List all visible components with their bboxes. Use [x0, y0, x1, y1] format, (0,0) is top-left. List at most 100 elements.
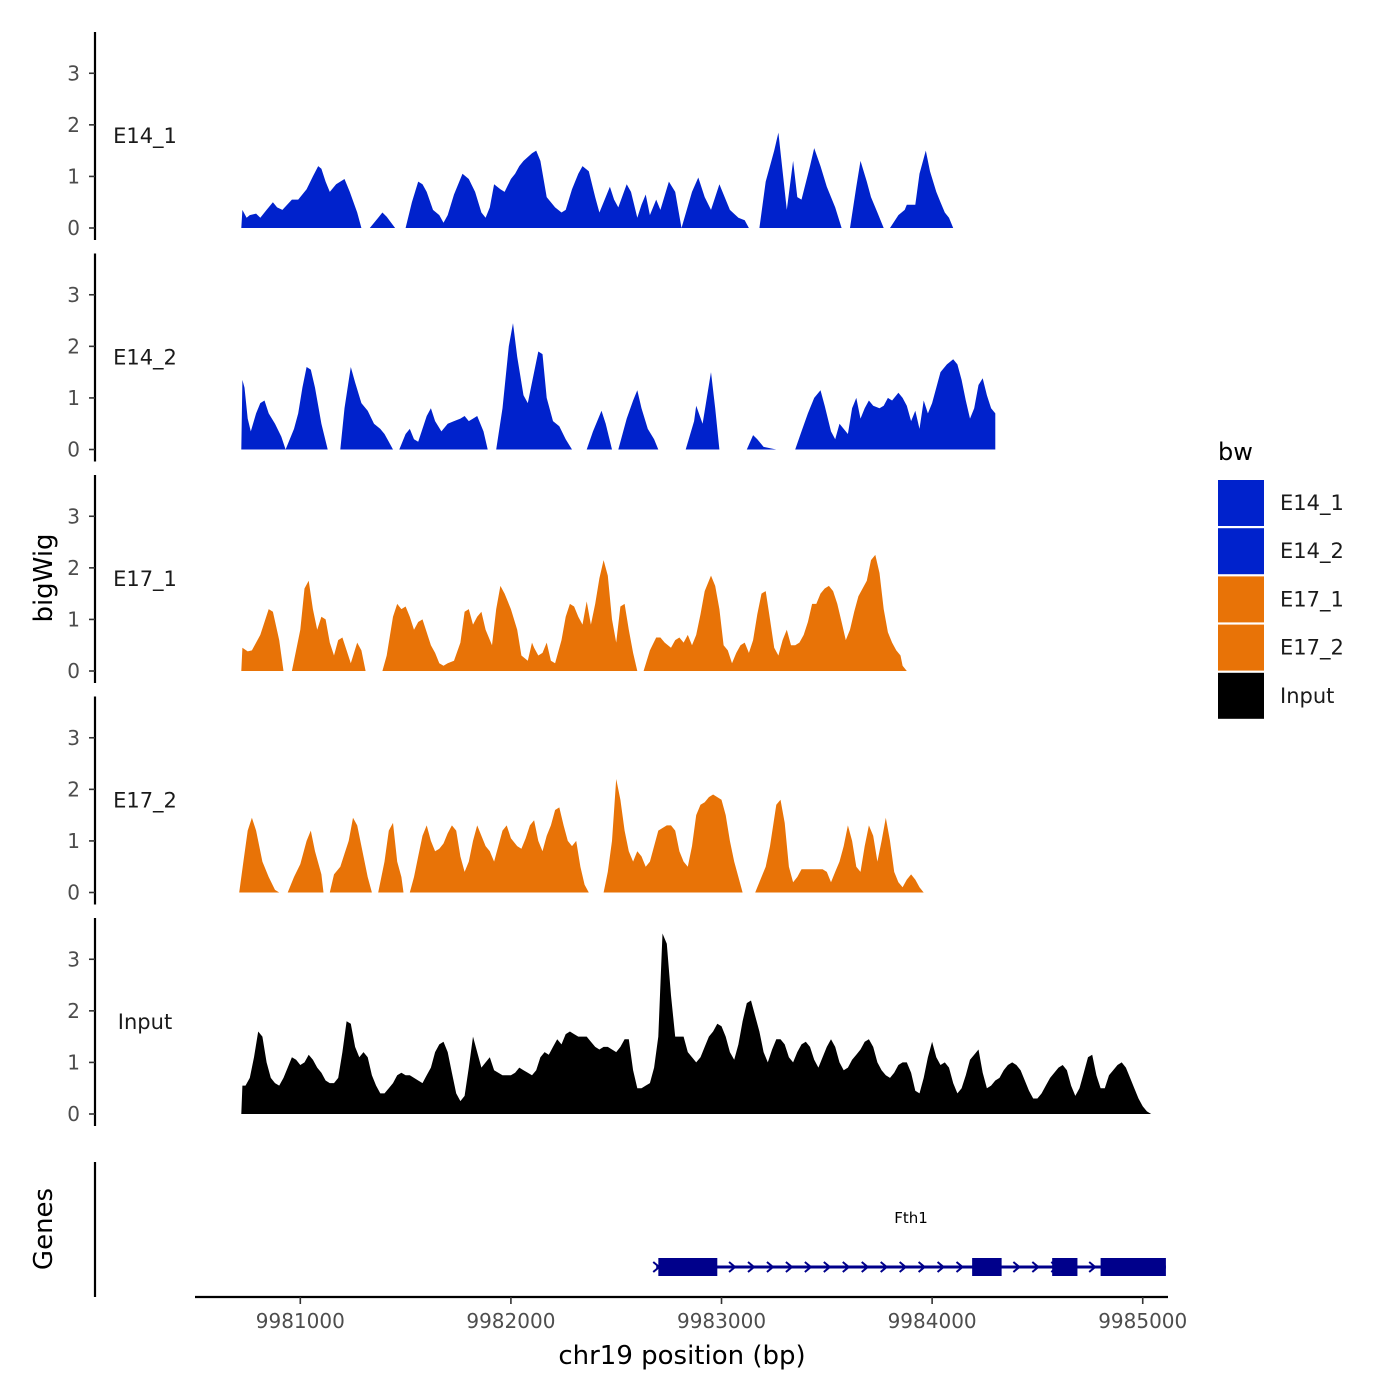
- gene-exon: [658, 1258, 718, 1276]
- coverage-area: [241, 609, 284, 671]
- y-tick-label: 3: [67, 504, 80, 528]
- genes-axis-title: Genes: [29, 1188, 59, 1270]
- legend: bw E14_1 E14_2 E17_1 E17_2 Input: [1218, 438, 1344, 719]
- coverage-area: [850, 160, 884, 228]
- track-Input: 0 1 2 3 Input: [67, 918, 1152, 1126]
- y-tick-label: 2: [67, 556, 80, 580]
- x-tick-label: 9982000: [466, 1309, 555, 1333]
- track-label: E14_1: [113, 124, 177, 149]
- coverage-area: [382, 560, 638, 671]
- y-tick-label: 0: [67, 216, 80, 240]
- legend-key: [1218, 528, 1264, 575]
- coverage-area: [287, 830, 324, 893]
- strand-arrow: [766, 1261, 775, 1273]
- coverage-area: [618, 390, 659, 450]
- strand-arrow: [785, 1261, 794, 1273]
- track-E14_1: 0 1 2 3 E14_1: [67, 32, 954, 240]
- strand-arrow: [936, 1261, 946, 1273]
- coverage-area: [890, 150, 954, 228]
- strand-arrow: [880, 1261, 889, 1273]
- x-axis-title: chr19 position (bp): [558, 1341, 805, 1371]
- strand-arrow: [898, 1261, 908, 1273]
- track-E14_2: 0 1 2 3 E14_2: [67, 253, 996, 462]
- gene-track: Fth1: [93, 1162, 1166, 1297]
- gene-exon: [1052, 1258, 1078, 1276]
- x-tick-label: 9984000: [888, 1309, 977, 1333]
- strand-arrow: [861, 1261, 870, 1273]
- coverage-area: [409, 807, 589, 893]
- y-tick-label: 0: [67, 881, 80, 905]
- legend-key: [1218, 480, 1264, 526]
- coverage-area: [378, 822, 404, 893]
- coverage-area: [399, 408, 488, 450]
- y-tick-label: 1: [67, 607, 80, 631]
- strand-arrow: [1088, 1261, 1097, 1273]
- bigwig-tracks: 0 1 2 3 E14_1 0 1 2 3 E14_2 0 1 2 3 E17_1 0 1 2 3 E17_2 0 1 2 3…: [67, 32, 1152, 1126]
- track-label: E14_2: [113, 346, 177, 371]
- strand-arrow: [1012, 1261, 1021, 1273]
- x-axis: 9981000 9982000 9983000 9984000 9985000: [195, 1295, 1187, 1333]
- track-E17_1: 0 1 2 3 E17_1: [67, 475, 907, 683]
- strand-arrow: [955, 1261, 965, 1273]
- y-axis-title: bigWig: [29, 533, 59, 622]
- coverage-area: [795, 359, 996, 450]
- legend-label: E14_2: [1280, 539, 1344, 564]
- legend-key: [1218, 672, 1264, 719]
- y-tick-label: 2: [67, 334, 80, 358]
- strand-arrow: [728, 1261, 737, 1273]
- strand-arrow: [747, 1261, 756, 1273]
- y-tick-label: 3: [67, 283, 80, 307]
- y-tick-label: 2: [67, 999, 80, 1023]
- coverage-area: [239, 817, 280, 893]
- coverage-area: [755, 799, 924, 893]
- y-tick-label: 1: [67, 1050, 80, 1074]
- track-label: Input: [118, 1010, 172, 1034]
- gene-name-label: Fth1: [894, 1209, 928, 1227]
- x-tick-label: 9985000: [1098, 1309, 1187, 1333]
- strand-arrow: [917, 1261, 927, 1273]
- legend-label: Input: [1280, 684, 1334, 708]
- coverage-area: [329, 817, 372, 893]
- coverage-area: [746, 435, 777, 450]
- coverage-area: [369, 212, 396, 228]
- x-tick-label: 9981000: [256, 1309, 345, 1333]
- y-tick-label: 3: [67, 726, 80, 750]
- coverage-area: [603, 779, 743, 893]
- coverage-area: [340, 367, 393, 450]
- coverage-area: [241, 933, 1152, 1114]
- legend-key: [1218, 624, 1264, 671]
- coverage-area: [405, 150, 749, 228]
- track-label: E17_2: [113, 789, 177, 814]
- legend-label: E17_2: [1280, 636, 1344, 661]
- y-tick-label: 0: [67, 659, 80, 683]
- coverage-area: [241, 166, 362, 228]
- y-tick-label: 3: [67, 61, 80, 85]
- gene-exon: [1100, 1258, 1166, 1276]
- coverage-area: [291, 580, 366, 671]
- y-tick-label: 1: [67, 386, 80, 410]
- track-label: E17_1: [113, 567, 177, 592]
- strand-arrow: [823, 1261, 832, 1273]
- coverage-area: [241, 367, 328, 450]
- legend-label: E17_1: [1280, 587, 1344, 612]
- y-tick-label: 2: [67, 113, 80, 137]
- strand-arrow: [842, 1261, 851, 1273]
- y-tick-label: 0: [67, 438, 80, 462]
- x-tick-label: 9983000: [677, 1309, 766, 1333]
- coverage-area: [496, 323, 572, 450]
- strand-arrow: [804, 1261, 813, 1273]
- strand-arrow: [1031, 1261, 1040, 1273]
- coverage-area: [685, 372, 720, 450]
- y-tick-label: 3: [67, 947, 80, 971]
- legend-key: [1218, 576, 1264, 623]
- gene-exon: [972, 1258, 1002, 1276]
- y-tick-label: 2: [67, 777, 80, 801]
- coverage-area: [586, 410, 612, 450]
- coverage-area: [759, 132, 842, 228]
- y-tick-label: 1: [67, 164, 80, 188]
- legend-title: bw: [1218, 438, 1253, 466]
- coverage-area: [643, 554, 907, 671]
- track-E17_2: 0 1 2 3 E17_2: [67, 696, 924, 905]
- y-tick-label: 0: [67, 1102, 80, 1126]
